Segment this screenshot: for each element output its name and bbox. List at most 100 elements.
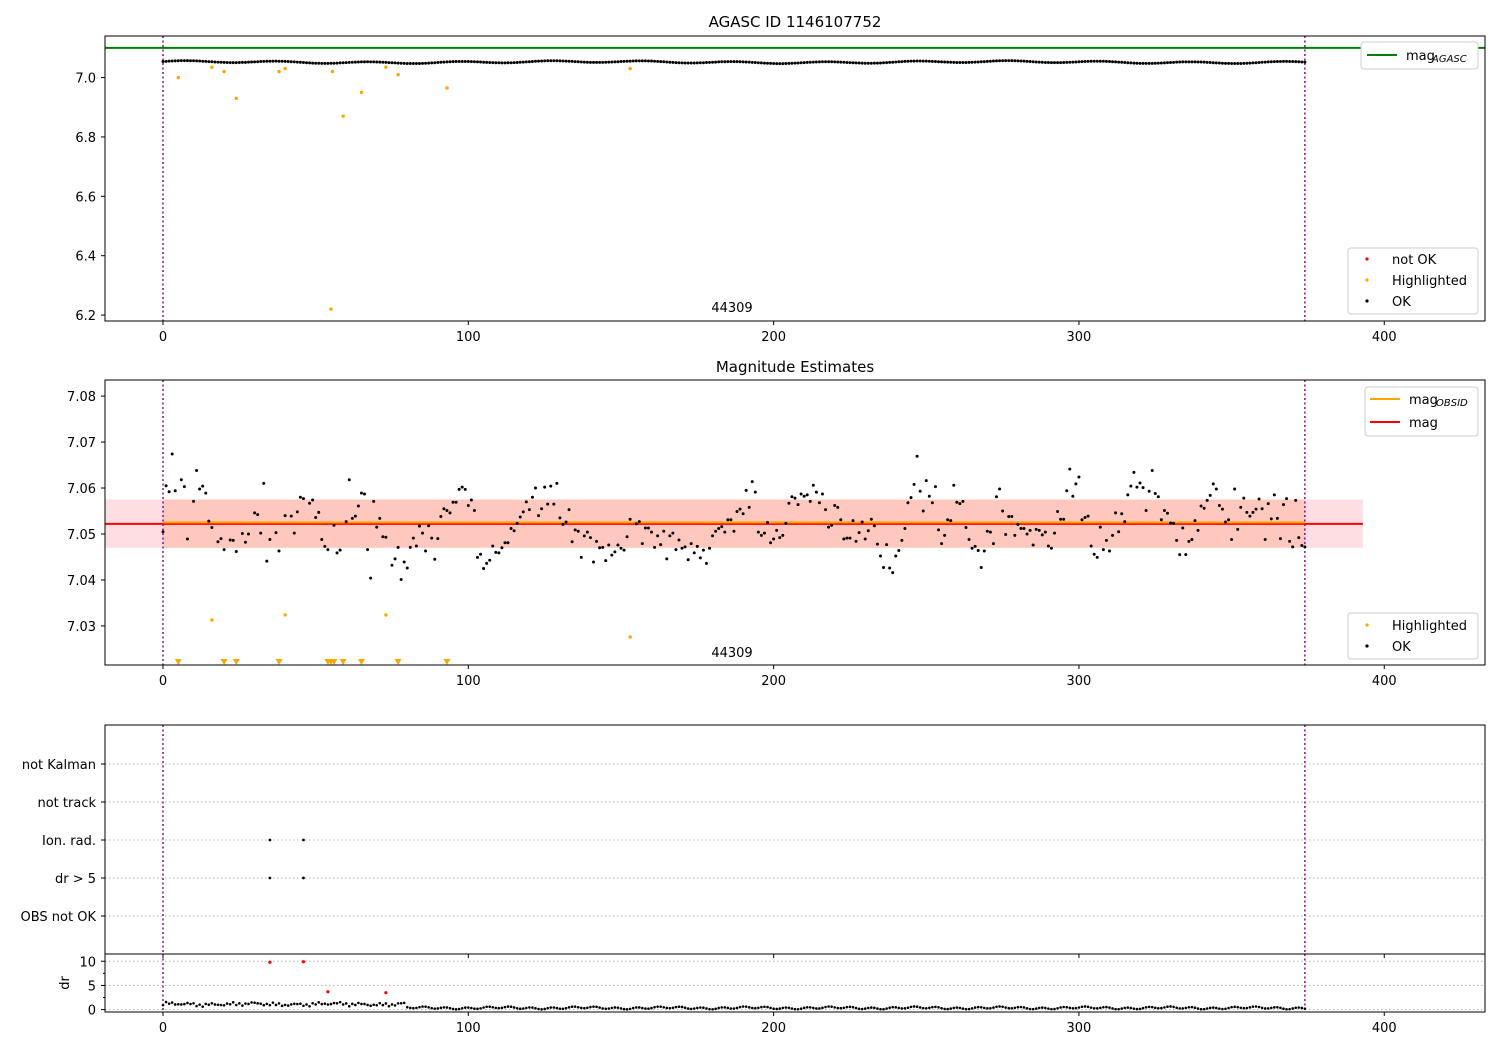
- magnitude-y-tick-label: 7.03: [67, 620, 96, 635]
- magnitude-ok-point: [1065, 489, 1069, 493]
- magnitude-offscale-marker: [443, 659, 451, 665]
- magnitude-ok-point: [909, 496, 913, 500]
- magnitude-ok-point: [356, 504, 360, 508]
- magnitude-ok-point: [750, 480, 754, 484]
- magnitude-ok-point: [170, 452, 174, 456]
- flags-flag-point: [302, 838, 305, 842]
- agasc-ok-point: [1126, 61, 1130, 65]
- dr-ok-point: [848, 1005, 852, 1009]
- dr-ok-point: [515, 1007, 519, 1010]
- dr-ok-point: [1129, 1006, 1133, 1010]
- magnitude-ok-point: [1117, 530, 1121, 534]
- agasc-ok-point: [1294, 60, 1298, 64]
- dr-ok-point: [451, 1007, 455, 1011]
- magnitude-ok-point: [219, 537, 223, 541]
- magnitude-ok-point: [973, 544, 977, 548]
- magnitude-ok-point: [738, 507, 742, 511]
- dr-ok-point: [1095, 1007, 1099, 1010]
- agasc-ok-point: [475, 60, 479, 64]
- agasc-ok-point: [674, 61, 678, 65]
- magnitude-legend-highlighted-swatch: [1365, 623, 1369, 627]
- dr-ok-point: [854, 1006, 858, 1010]
- magnitude-ok-point: [811, 483, 815, 487]
- dr-ok-point: [1224, 1007, 1227, 1011]
- dr-ok-point: [802, 1006, 806, 1010]
- agasc-ok-point: [885, 61, 889, 65]
- dr-ok-point: [943, 1007, 946, 1011]
- dr-ok-point: [500, 1006, 504, 1010]
- agasc-ok-point: [585, 60, 589, 64]
- agasc-ok-point: [402, 61, 406, 65]
- flags-flag-point: [268, 876, 272, 880]
- dr-ok-point: [390, 1003, 394, 1006]
- agasc-ok-point: [1266, 60, 1270, 64]
- agasc-ok-point: [762, 61, 766, 65]
- magnitude-ok-point: [1040, 533, 1044, 537]
- magnitude-ok-point: [1300, 543, 1304, 547]
- agasc-ok-point: [433, 61, 437, 65]
- dr-ok-point: [659, 1005, 662, 1008]
- magnitude-ok-point: [1272, 493, 1276, 497]
- agasc-ok-point: [1083, 60, 1087, 64]
- dr-ok-point: [463, 1006, 467, 1009]
- magnitude-ok-point: [1239, 505, 1243, 509]
- agasc-ok-point: [512, 61, 516, 65]
- agasc-ok-point: [943, 60, 947, 64]
- magnitude-ok-point: [1135, 485, 1139, 489]
- dr-ok-point: [641, 1006, 644, 1010]
- agasc-ok-point: [747, 60, 751, 64]
- magnitude-ok-point: [222, 548, 226, 552]
- magnitude-ok-point: [546, 502, 550, 506]
- magnitude-highlighted-point: [283, 613, 287, 617]
- dr-ok-point: [176, 1002, 180, 1006]
- flags-category-label: not Kalman: [22, 758, 96, 773]
- agasc-ok-point: [1220, 61, 1224, 65]
- dr-ok-point: [986, 1007, 989, 1010]
- dr-ok-point: [579, 1006, 583, 1010]
- magnitude-ok-point: [943, 533, 947, 537]
- agasc-ok-point: [1077, 60, 1081, 64]
- magnitude-ok-point: [991, 542, 995, 546]
- dr-ok-point: [897, 1006, 901, 1010]
- magnitude-ok-point: [314, 515, 318, 519]
- agasc-ok-point: [976, 60, 980, 64]
- magnitude-ok-point: [335, 551, 339, 555]
- agasc-ok-point: [488, 61, 492, 65]
- agasc-ok-point: [198, 59, 202, 63]
- dr-ok-point: [1022, 1006, 1026, 1009]
- agasc-ok-point: [860, 61, 864, 65]
- agasc-ok-point: [842, 60, 846, 64]
- magnitude-ok-point: [210, 526, 214, 530]
- magnitude-ok-point: [585, 530, 589, 534]
- agasc-ok-point: [918, 59, 922, 63]
- agasc-ok-point: [472, 60, 476, 64]
- dr-ok-point: [396, 1002, 400, 1005]
- dr-ok-point: [909, 1005, 913, 1009]
- dr-ok-point: [793, 1007, 797, 1011]
- dr-ok-point: [683, 1006, 687, 1010]
- agasc-ok-point: [836, 60, 840, 64]
- dr-ok-point: [689, 1007, 693, 1011]
- agasc-ok-point: [250, 60, 254, 64]
- magnitude-ok-point: [436, 537, 440, 541]
- dr-ok-point: [491, 1005, 495, 1009]
- dr-ok-point: [503, 1005, 507, 1009]
- magnitude-ok-point: [393, 557, 397, 561]
- agasc-ok-point: [1111, 60, 1115, 64]
- magnitude-ok-point: [1236, 527, 1240, 531]
- agasc-ok-point: [524, 60, 528, 64]
- agasc-ok-point: [701, 61, 705, 65]
- agasc-legend-mag-agasc-subscript: AGASC: [1431, 54, 1467, 65]
- dr-ok-point: [747, 1006, 751, 1009]
- dr-ok-point: [845, 1005, 849, 1009]
- magnitude-ok-point: [240, 532, 244, 536]
- dr-flagged-point: [384, 991, 388, 995]
- magnitude-ok-point: [793, 496, 797, 500]
- magnitude-ok-point: [1242, 496, 1246, 500]
- magnitude-highlighted-point: [384, 613, 388, 617]
- agasc-ok-point: [454, 60, 458, 64]
- dr-ok-point: [750, 1006, 754, 1010]
- agasc-ok-point: [262, 59, 266, 63]
- agasc-ok-point: [439, 60, 443, 64]
- magnitude-ok-point: [1178, 553, 1182, 557]
